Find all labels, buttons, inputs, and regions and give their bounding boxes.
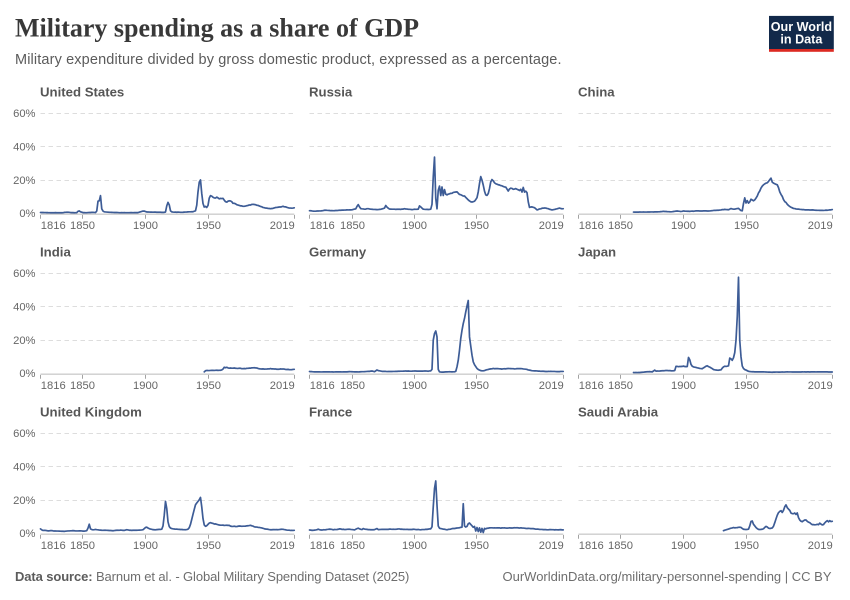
svg-text:2019: 2019 bbox=[808, 540, 833, 552]
svg-text:1900: 1900 bbox=[671, 220, 696, 232]
svg-text:2019: 2019 bbox=[808, 380, 833, 392]
svg-text:1850: 1850 bbox=[70, 380, 95, 392]
svg-text:Russia: Russia bbox=[309, 84, 353, 99]
svg-text:40%: 40% bbox=[13, 461, 35, 473]
svg-text:1850: 1850 bbox=[608, 540, 633, 552]
svg-text:1850: 1850 bbox=[608, 380, 633, 392]
svg-text:1900: 1900 bbox=[133, 220, 158, 232]
svg-text:40%: 40% bbox=[13, 301, 35, 313]
svg-text:France: France bbox=[309, 404, 352, 419]
svg-text:1950: 1950 bbox=[196, 380, 221, 392]
svg-text:1950: 1950 bbox=[196, 540, 221, 552]
svg-text:United Kingdom: United Kingdom bbox=[40, 404, 142, 419]
svg-text:Military spending as a share o: Military spending as a share of GDP bbox=[15, 14, 419, 43]
svg-text:20%: 20% bbox=[13, 495, 35, 507]
svg-text:1816: 1816 bbox=[579, 540, 604, 552]
svg-text:0%: 0% bbox=[19, 368, 35, 380]
svg-text:1816: 1816 bbox=[579, 380, 604, 392]
svg-text:2019: 2019 bbox=[808, 220, 833, 232]
svg-text:China: China bbox=[578, 84, 615, 99]
svg-text:1816: 1816 bbox=[310, 380, 335, 392]
svg-text:1900: 1900 bbox=[133, 540, 158, 552]
svg-text:Our World: Our World bbox=[771, 20, 832, 34]
svg-text:1900: 1900 bbox=[402, 220, 427, 232]
svg-text:1950: 1950 bbox=[464, 540, 489, 552]
svg-text:2019: 2019 bbox=[539, 540, 564, 552]
svg-text:1950: 1950 bbox=[196, 220, 221, 232]
svg-text:1950: 1950 bbox=[464, 220, 489, 232]
svg-text:2019: 2019 bbox=[539, 380, 564, 392]
svg-text:2019: 2019 bbox=[270, 540, 295, 552]
svg-text:1816: 1816 bbox=[41, 380, 66, 392]
svg-text:OurWorldinData.org/military-pe: OurWorldinData.org/military-personnel-sp… bbox=[503, 569, 832, 584]
svg-text:0%: 0% bbox=[19, 208, 35, 220]
svg-text:1900: 1900 bbox=[133, 380, 158, 392]
svg-text:1950: 1950 bbox=[464, 380, 489, 392]
svg-text:Data source: Barnum et al. - G: Data source: Barnum et al. - Global Mili… bbox=[15, 569, 409, 584]
svg-text:1850: 1850 bbox=[70, 540, 95, 552]
svg-text:Germany: Germany bbox=[309, 244, 367, 259]
svg-text:1950: 1950 bbox=[734, 380, 759, 392]
svg-text:20%: 20% bbox=[13, 175, 35, 187]
svg-text:United States: United States bbox=[40, 84, 124, 99]
svg-text:1900: 1900 bbox=[402, 540, 427, 552]
svg-text:in Data: in Data bbox=[780, 33, 823, 47]
svg-text:1850: 1850 bbox=[608, 220, 633, 232]
svg-text:1850: 1850 bbox=[340, 540, 365, 552]
svg-text:1900: 1900 bbox=[402, 380, 427, 392]
svg-text:1850: 1850 bbox=[340, 380, 365, 392]
svg-text:40%: 40% bbox=[13, 141, 35, 153]
svg-text:Military expenditure divided b: Military expenditure divided by gross do… bbox=[15, 52, 562, 68]
svg-text:2019: 2019 bbox=[539, 220, 564, 232]
svg-text:60%: 60% bbox=[13, 428, 35, 440]
svg-text:1850: 1850 bbox=[70, 220, 95, 232]
svg-text:2019: 2019 bbox=[270, 380, 295, 392]
svg-text:60%: 60% bbox=[13, 108, 35, 120]
svg-text:1816: 1816 bbox=[310, 220, 335, 232]
svg-text:1900: 1900 bbox=[671, 540, 696, 552]
svg-text:20%: 20% bbox=[13, 335, 35, 347]
svg-text:2019: 2019 bbox=[270, 220, 295, 232]
svg-text:1950: 1950 bbox=[734, 540, 759, 552]
svg-text:0%: 0% bbox=[19, 528, 35, 540]
svg-text:1950: 1950 bbox=[734, 220, 759, 232]
svg-text:India: India bbox=[40, 244, 71, 259]
svg-text:1816: 1816 bbox=[310, 540, 335, 552]
svg-text:60%: 60% bbox=[13, 268, 35, 280]
svg-text:1900: 1900 bbox=[671, 380, 696, 392]
svg-text:1816: 1816 bbox=[41, 540, 66, 552]
svg-text:1850: 1850 bbox=[340, 220, 365, 232]
svg-text:1816: 1816 bbox=[579, 220, 604, 232]
svg-text:Japan: Japan bbox=[578, 244, 616, 259]
svg-text:1816: 1816 bbox=[41, 220, 66, 232]
svg-text:Saudi Arabia: Saudi Arabia bbox=[578, 404, 659, 419]
